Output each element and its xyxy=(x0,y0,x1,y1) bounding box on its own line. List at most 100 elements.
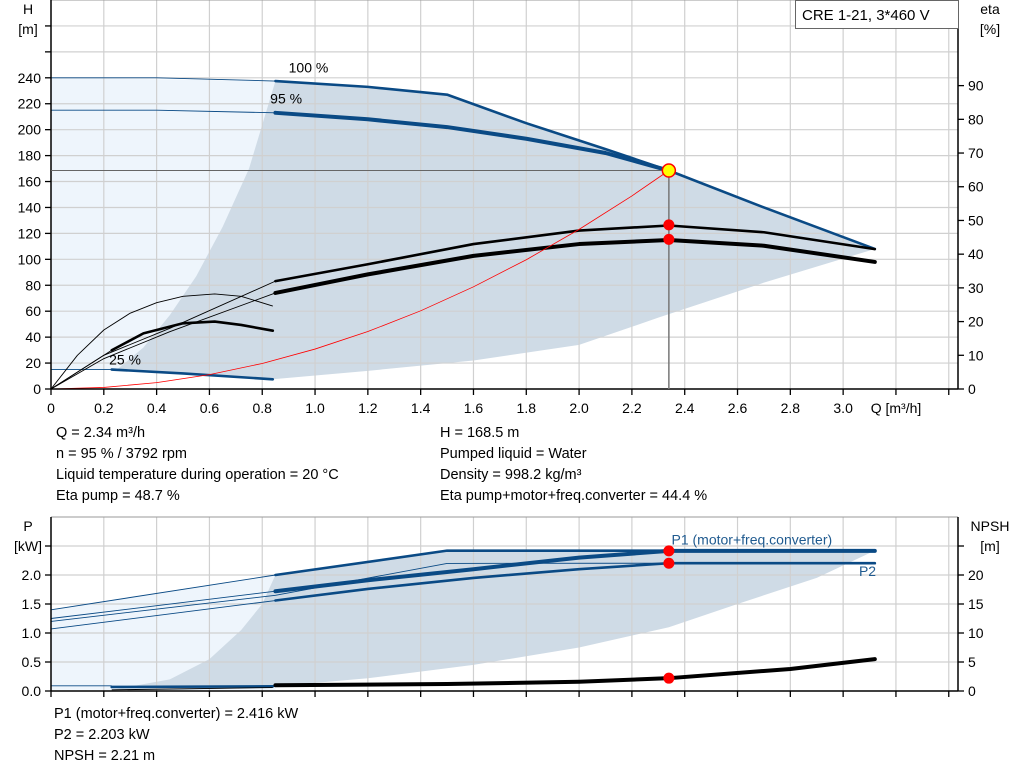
top-y-right-tick-label: 10 xyxy=(968,347,984,363)
bottom-y-left-tick-label: 0.5 xyxy=(22,654,42,670)
top-series-eta-pump-motor-freq-converter xyxy=(273,238,877,295)
bottom-series-npsh xyxy=(273,657,877,688)
duty-point xyxy=(661,163,677,178)
top-x-tick-label: 1.6 xyxy=(464,400,484,416)
top-series-eta-25--thin xyxy=(50,349,112,390)
eta-pump-point xyxy=(663,219,675,231)
top-y-left-tick-label: 180 xyxy=(18,148,42,164)
bottom-operating-range-region xyxy=(111,550,875,690)
info-top-left: Q = 2.34 m³/h n = 95 % / 3792 rpm Liquid… xyxy=(56,423,339,507)
bottom-curve-label: P2 xyxy=(859,563,876,579)
top-series-system-curve-thin xyxy=(50,170,670,390)
bottom-y-left-tick-label: 1.5 xyxy=(22,596,42,612)
top-y-right-tick-label: 80 xyxy=(968,111,984,127)
top-x-tick-label: 1.0 xyxy=(305,400,325,416)
top-x-tick-label: 2.4 xyxy=(675,400,695,416)
bottom-y-left-axis-unit: [kW] xyxy=(14,538,42,554)
top-y-left-tick-label: 60 xyxy=(25,303,41,319)
info-density: Density = 998.2 kg/m³ xyxy=(440,467,582,483)
top-x-axis-label: Q [m³/h] xyxy=(871,400,922,416)
top-y-left-tick-label: 160 xyxy=(18,174,42,190)
bottom-series-p-25- xyxy=(110,685,275,689)
info-pumped-liquid: Pumped liquid = Water xyxy=(440,446,587,462)
top-series-eta-max-thin xyxy=(50,293,273,390)
info-bottom: P1 (motor+freq.converter) = 2.416 kW P2 … xyxy=(54,704,298,767)
top-y-left-tick-label: 240 xyxy=(18,70,42,86)
top-series-h-100--thin xyxy=(51,77,276,82)
top-y-left-axis-title: H xyxy=(23,1,33,17)
top-y-right-tick-label: 70 xyxy=(968,145,984,161)
top-y-left-axis-unit: [m] xyxy=(18,21,37,37)
top-x-tick-label: 0.6 xyxy=(200,400,220,416)
bottom-y-left-tick-label: 1.0 xyxy=(22,625,42,641)
bottom-series-npsh-thin xyxy=(111,687,273,691)
bottom-y-left-tick-label: 2.0 xyxy=(22,567,42,583)
top-curve-label: 100 % xyxy=(289,60,329,76)
top-x-tick-label: 0.2 xyxy=(94,400,114,416)
info-eta-total: Eta pump+motor+freq.converter = 44.4 % xyxy=(440,488,708,504)
top-y-left-tick-label: 100 xyxy=(18,251,42,267)
top-y-right-tick-label: 20 xyxy=(968,314,984,330)
top-series-h-95- xyxy=(273,110,671,173)
info-flow: Q = 2.34 m³/h xyxy=(56,425,146,441)
top-x-tick-label: 2.0 xyxy=(569,400,589,416)
top-y-left-tick-label: 140 xyxy=(18,199,42,215)
bottom-y-left-tick-label: 0.0 xyxy=(22,683,42,699)
top-series-eta-pump xyxy=(274,224,877,283)
eta-total-point xyxy=(663,233,675,245)
top-x-tick-label: 1.8 xyxy=(517,400,537,416)
info-head: H = 168.5 m xyxy=(440,425,520,441)
p1-point xyxy=(663,545,675,557)
top-series-h-25- xyxy=(110,368,275,381)
top-x-tick-label: 2.6 xyxy=(728,400,748,416)
top-y-right-tick-label: 40 xyxy=(968,246,984,262)
top-y-left-tick-label: 80 xyxy=(25,277,41,293)
info-speed: n = 95 % / 3792 rpm xyxy=(56,446,187,462)
bottom-y-right-axis-unit: [m] xyxy=(980,538,999,554)
top-x-tick-label: 1.4 xyxy=(411,400,431,416)
top-y-left-tick-label: 20 xyxy=(25,355,41,371)
top-y-left-tick-label: 120 xyxy=(18,225,42,241)
top-y-left-tick-label: 40 xyxy=(25,329,41,345)
bottom-y-right-axis-title: NPSH xyxy=(971,518,1010,534)
bottom-series-p1-motor-freq-converter--thin xyxy=(50,590,276,619)
info-p1: P1 (motor+freq.converter) = 2.416 kW xyxy=(54,706,299,722)
top-series-h-95--thin xyxy=(51,109,276,114)
top-y-left-tick-label: 200 xyxy=(18,122,42,138)
top-x-tick-label: 0.8 xyxy=(253,400,273,416)
info-p2: P2 = 2.203 kW xyxy=(54,727,150,743)
info-top-right: H = 168.5 m Pumped liquid = Water Densit… xyxy=(440,423,707,507)
top-series-eta-25- xyxy=(110,320,275,352)
top-y-right-tick-label: 60 xyxy=(968,179,984,195)
top-x-tick-label: 2.8 xyxy=(781,400,801,416)
p2-point xyxy=(663,557,675,569)
bottom-y-right-tick-label: 15 xyxy=(968,596,984,612)
top-y-left-tick-label: 0 xyxy=(33,381,41,397)
top-x-tick-label: 2.2 xyxy=(622,400,642,416)
top-x-tick-label: 3.0 xyxy=(833,400,853,416)
info-eta-pump: Eta pump = 48.7 % xyxy=(56,488,180,504)
bottom-y-right-tick-label: 20 xyxy=(968,567,984,583)
top-y-left-tick-label: 220 xyxy=(18,96,42,112)
bottom-series-p2-100--thin xyxy=(50,562,669,622)
top-y-right-axis-title: eta xyxy=(980,1,1000,17)
bottom-y-right-tick-label: 5 xyxy=(968,654,976,670)
bottom-series-p1-100--thin xyxy=(50,574,276,611)
top-series-eta-pump-motor-freq-converter-thin xyxy=(50,292,276,390)
top-y-right-tick-label: 50 xyxy=(968,212,984,228)
title-box-text: CRE 1-21, 3*460 V xyxy=(802,7,930,24)
bottom-series-p2-thin xyxy=(50,600,276,630)
top-y-right-tick-label: 0 xyxy=(968,381,976,397)
top-y-right-axis-unit: [%] xyxy=(980,21,1000,37)
bottom-series-p2 xyxy=(274,561,877,602)
top-x-tick-label: 0.4 xyxy=(147,400,167,416)
info-npsh: NPSH = 2.21 m xyxy=(54,748,156,764)
bottom-y-left-axis-title: P xyxy=(23,518,32,534)
title-box xyxy=(795,0,959,29)
bottom-curve-label: P1 (motor+freq.converter) xyxy=(672,531,833,547)
info-liquid-temp: Liquid temperature during operation = 20… xyxy=(56,467,339,483)
top-curve-label: 95 % xyxy=(270,91,302,107)
top-series-h-100- xyxy=(274,79,877,251)
top-curve-label: 25 % xyxy=(109,351,141,367)
